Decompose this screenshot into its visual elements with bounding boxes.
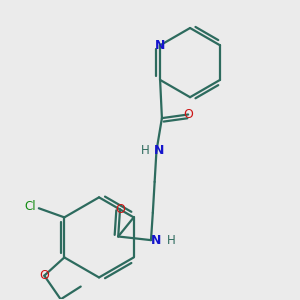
Text: O: O bbox=[115, 203, 125, 216]
Text: N: N bbox=[154, 144, 165, 158]
Text: O: O bbox=[183, 108, 193, 121]
Text: H: H bbox=[140, 144, 149, 158]
Text: Cl: Cl bbox=[24, 200, 35, 213]
Text: N: N bbox=[151, 234, 162, 247]
Text: H: H bbox=[167, 234, 176, 247]
Text: O: O bbox=[39, 269, 49, 282]
Text: N: N bbox=[155, 39, 165, 52]
